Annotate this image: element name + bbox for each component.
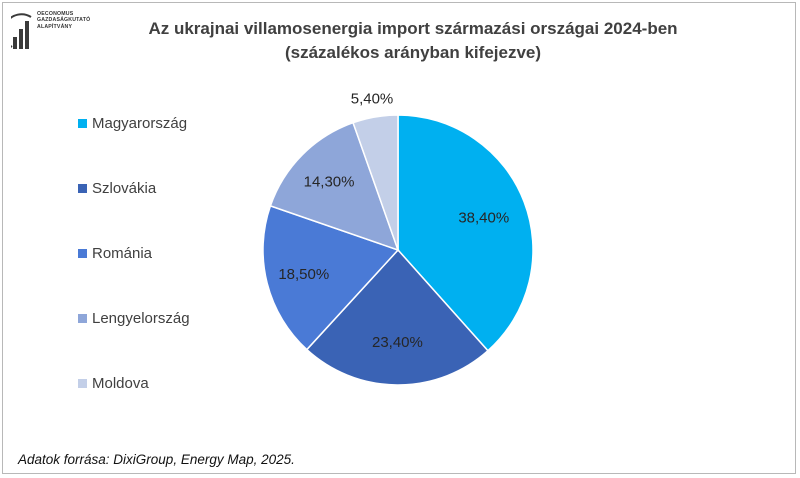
legend-label: Lengyelország (92, 309, 190, 327)
logo-line: Alapítvány (37, 23, 73, 30)
legend-swatch (78, 248, 87, 258)
legend-item: Magyarország (78, 113, 187, 133)
slice-label: 5,40% (351, 90, 394, 107)
logo-line: Gazdaságkutató (37, 17, 91, 24)
legend-swatch (78, 378, 87, 388)
slice-label: 23,40% (372, 334, 423, 351)
legend-label: Románia (92, 244, 153, 262)
slice-label: 14,30% (304, 173, 355, 190)
legend-label: Moldova (92, 374, 149, 392)
pie-slice (352, 114, 399, 251)
pie-slice (305, 248, 489, 386)
chart-title-line-1: Az ukrajnai villamosenergia import szárm… (148, 19, 678, 38)
legend-swatch (78, 183, 87, 193)
legend-swatch (78, 313, 87, 323)
logo-line: Oeconomus (37, 11, 74, 17)
chart-title: Az ukrajnai villamosenergia import szárm… (103, 17, 723, 65)
legend-swatch (78, 118, 87, 128)
chart-title-line-2: (százalékos arányban kifejezve) (284, 43, 542, 62)
slice-label: 38,40% (458, 209, 509, 226)
pie-slice (269, 121, 400, 252)
pie-slice (397, 114, 534, 352)
logo-text: Oeconomus Gazdaságkutató Alapítvány (37, 11, 90, 30)
legend-item: Románia (78, 243, 152, 263)
legend-item: Moldova (78, 373, 149, 393)
pie-slice (262, 204, 400, 351)
slice-label: 18,50% (278, 266, 329, 283)
source-note: Adatok forrása: DixiGroup, Energy Map, 2… (18, 452, 295, 467)
legend-item: Lengyelország (78, 308, 190, 328)
legend-label: Szlovákia (92, 179, 157, 197)
legend-label: Magyarország (92, 114, 188, 132)
legend-item: Szlovákia (78, 178, 156, 198)
